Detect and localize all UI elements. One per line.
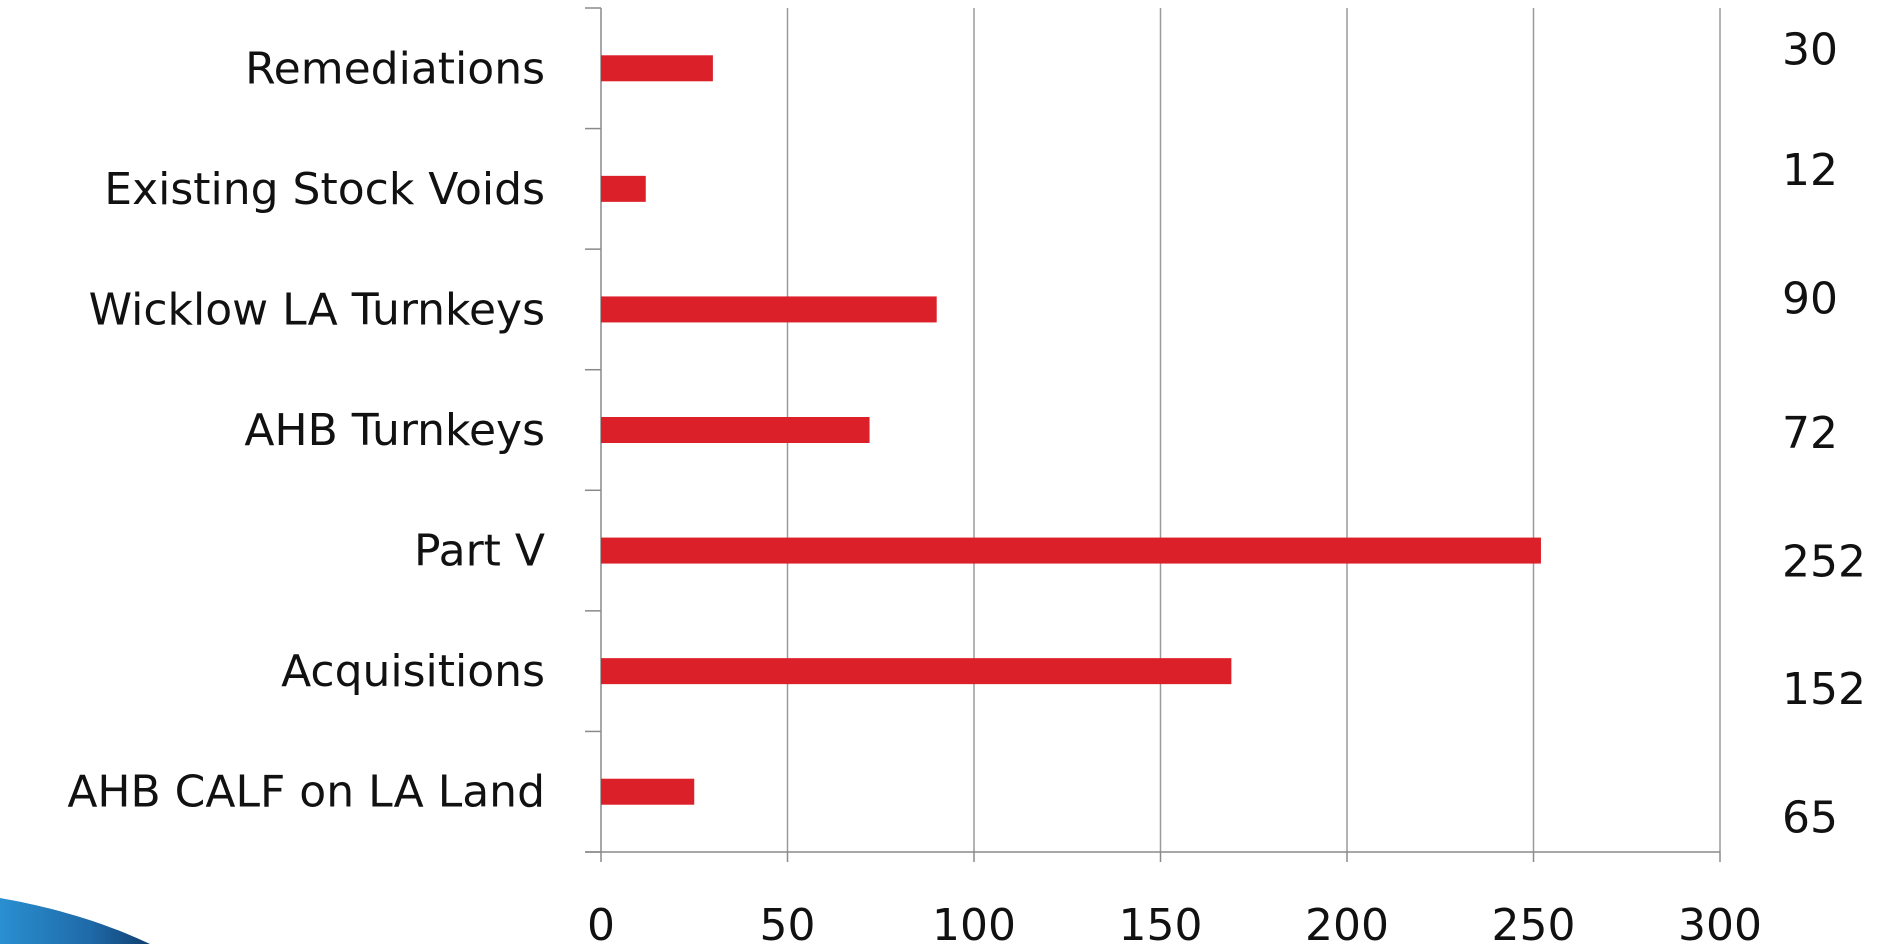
x-tick-label-2: 100: [932, 900, 1016, 944]
category-label-0: Remediations: [245, 43, 545, 94]
labels: 0 50 100 150 200 250 300 Remediations 30 Existing…: [67, 24, 1866, 944]
bars: [601, 55, 1541, 805]
category-label-3: AHB Turnkeys: [244, 405, 545, 456]
bar-1: [601, 175, 646, 202]
value-label-4: 252: [1782, 537, 1866, 588]
bar-2: [601, 296, 937, 323]
bar-6: [601, 778, 695, 805]
value-label-3: 72: [1782, 408, 1838, 459]
x-tick-label-1: 50: [760, 900, 816, 944]
x-tick-label-4: 200: [1305, 900, 1389, 944]
category-label-4: Part V: [414, 526, 545, 577]
category-label-2: Wicklow LA Turnkeys: [89, 284, 545, 335]
x-tick-label-6: 300: [1678, 900, 1762, 944]
x-tick-label-3: 150: [1119, 900, 1203, 944]
category-label-6: AHB CALF on LA Land: [67, 767, 545, 818]
category-label-5: Acquisitions: [281, 646, 545, 697]
category-label-1: Existing Stock Voids: [104, 164, 545, 215]
bar-4: [601, 537, 1541, 564]
gridlines: [786, 8, 1721, 852]
value-label-6: 65: [1782, 793, 1838, 844]
bar-5: [601, 658, 1232, 685]
value-label-0: 30: [1782, 24, 1838, 75]
x-tick-label-0: 0: [587, 900, 615, 944]
decorative-swoosh: [0, 898, 150, 944]
value-label-5: 152: [1782, 664, 1866, 715]
value-label-1: 12: [1782, 145, 1838, 196]
bar-0: [601, 55, 713, 82]
value-label-2: 90: [1782, 273, 1838, 324]
x-tick-label-5: 250: [1492, 900, 1576, 944]
bar-3: [601, 417, 870, 443]
